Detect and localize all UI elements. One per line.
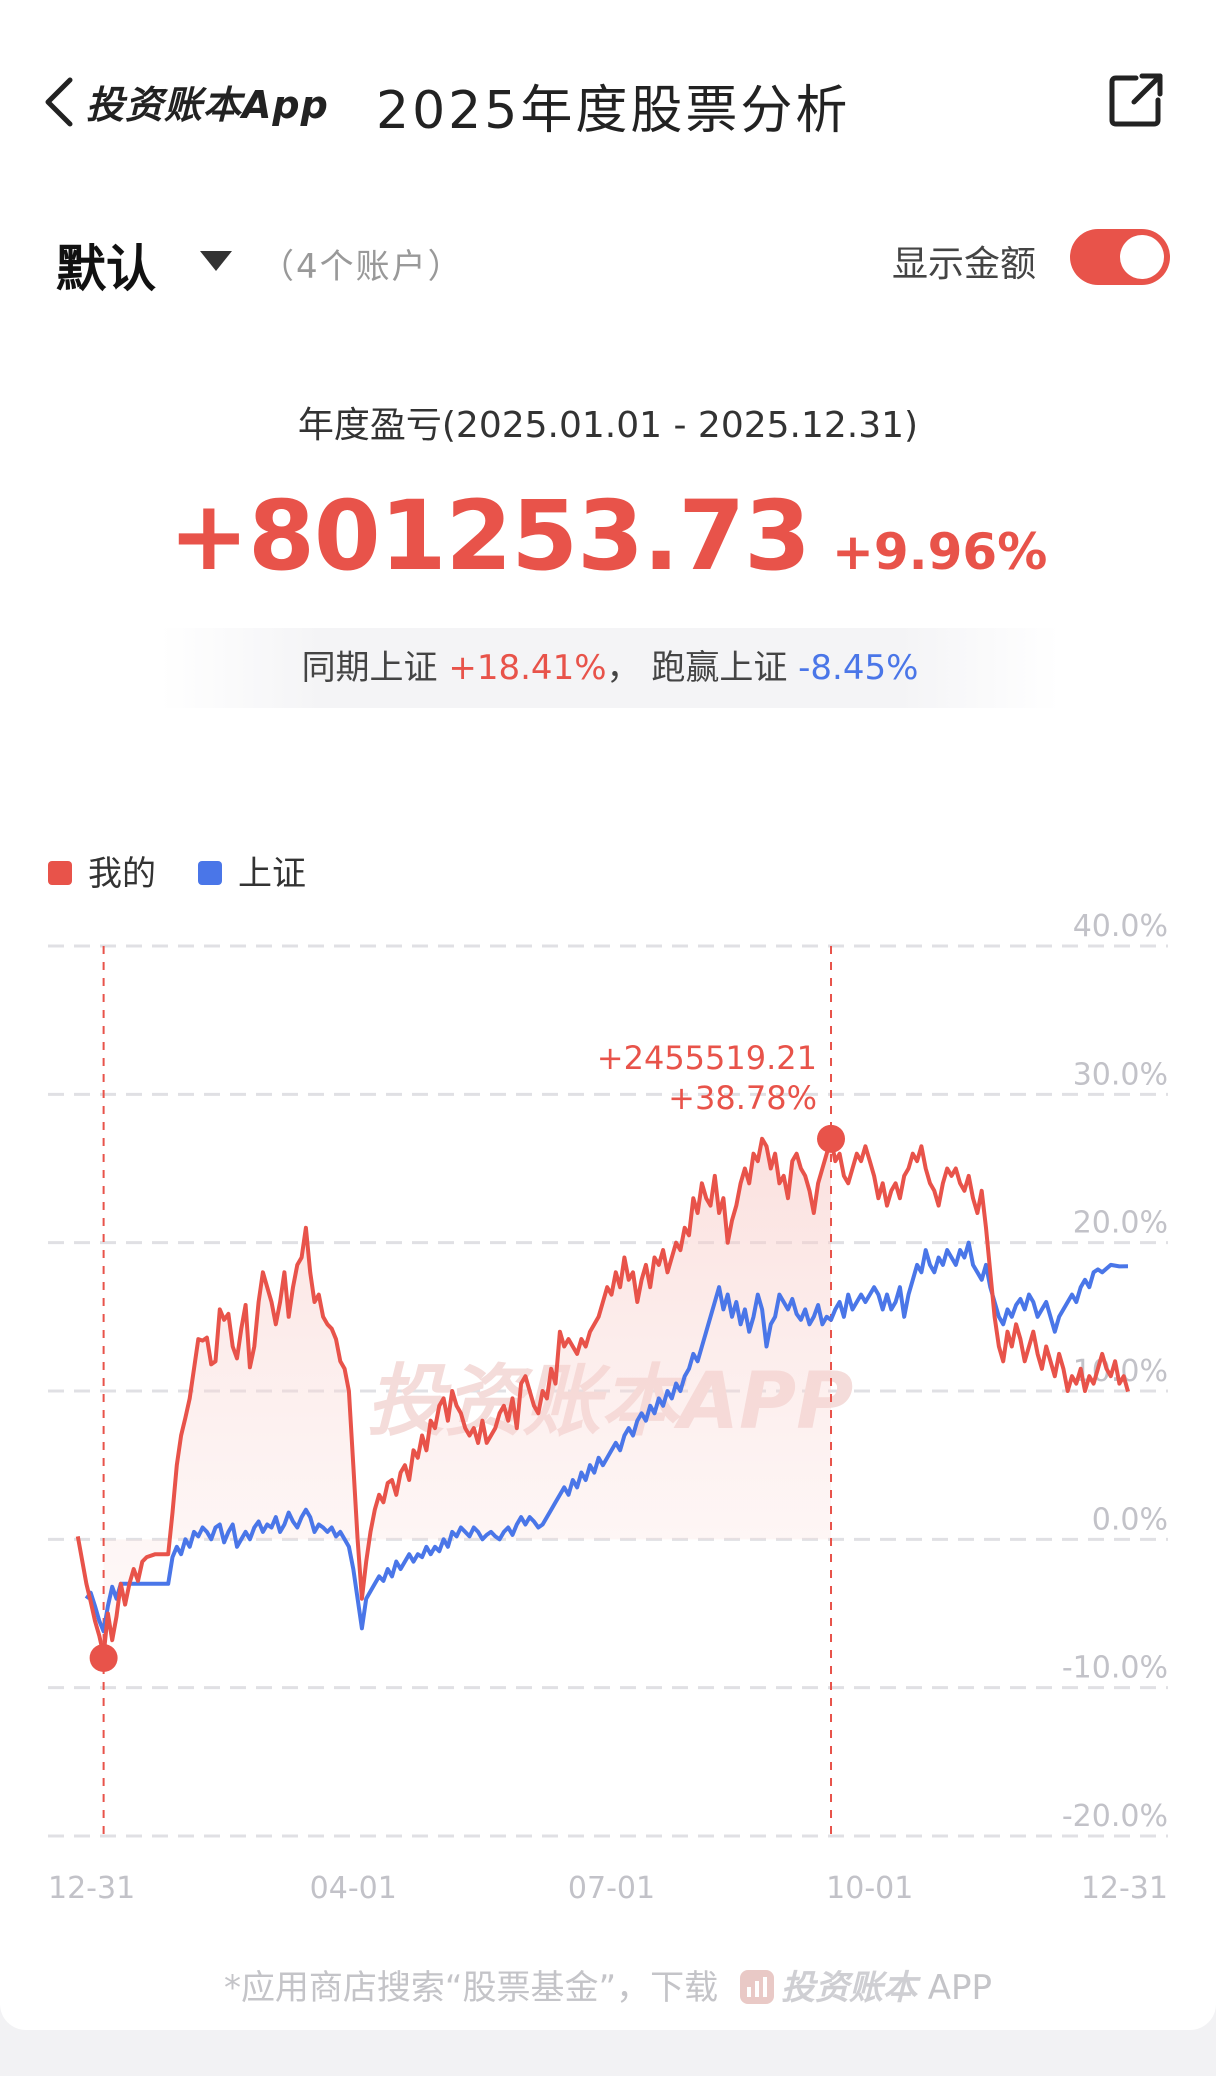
benchmark-comparison: 同期上证 +18.41%， 跑赢上证 -8.45%: [160, 628, 1060, 708]
account-count: （4个账户）: [260, 247, 464, 287]
top-nav-bar: 投资账本App 2025年度股票分析: [0, 60, 1216, 141]
legend-swatch-index: [198, 860, 222, 885]
annual-pnl: +801253.73 +9.96%: [0, 480, 1216, 592]
y-tick-label: 30.0%: [1073, 1057, 1168, 1092]
account-selector-row: 默认 （4个账户） 显示金额: [0, 225, 1216, 298]
footer-suffix: APP: [916, 1968, 993, 2008]
y-tick-label: 20.0%: [1073, 1206, 1168, 1241]
return-chart[interactable]: 40.0%30.0%20.0%10.0%0.0%-10.0%-20.0%投资账本…: [0, 900, 1216, 1920]
y-tick-label: 40.0%: [1073, 909, 1168, 944]
max-point-marker: [817, 1124, 846, 1153]
y-tick-label: 0.0%: [1092, 1502, 1168, 1537]
x-tick-label: 04-01: [310, 1871, 397, 1906]
beat-label: 跑赢上证: [651, 648, 788, 688]
period-label: 年度盈亏(2025.01.01 - 2025.12.31): [297, 405, 919, 446]
analysis-card: 投资账本App 2025年度股票分析 默认 （4个账户） 显示金额 年度盈亏(2…: [0, 0, 1216, 2030]
compare-prefix: 同期上证: [301, 648, 438, 688]
pnl-amount: +801253.73: [168, 480, 811, 592]
toggle-knob: [1120, 235, 1164, 279]
page-title: 2025年度股票分析: [376, 81, 851, 141]
legend-swatch-mine: [48, 860, 72, 885]
pnl-percent: +9.96%: [831, 523, 1048, 581]
footer-text: *应用商店搜索“股票基金”，下载: [223, 1968, 719, 2008]
beat-value: -8.45%: [798, 648, 919, 688]
caret-down-icon[interactable]: [198, 247, 234, 275]
chart-canvas[interactable]: 40.0%30.0%20.0%10.0%0.0%-10.0%-20.0%投资账本…: [0, 900, 1216, 1920]
series-line-index: [84, 1240, 1129, 1634]
annotation-amount: +2455519.21: [597, 1039, 817, 1077]
account-selector[interactable]: 默认: [56, 240, 156, 298]
min-point-marker: [89, 1644, 118, 1672]
x-tick-label: 07-01: [568, 1871, 655, 1906]
y-tick-label: -10.0%: [1062, 1651, 1168, 1686]
compare-separator: ，: [606, 648, 641, 688]
y-tick-label: -20.0%: [1062, 1799, 1168, 1834]
annotation-percent: +38.78%: [668, 1079, 817, 1117]
app-logo-icon: [739, 1969, 774, 2004]
legend-item-mine[interactable]: 我的: [48, 846, 156, 895]
share-icon[interactable]: [1106, 70, 1166, 130]
x-tick-label: 12-31: [48, 1871, 135, 1906]
x-tick-label: 10-01: [826, 1871, 913, 1906]
x-tick-label: 12-31: [1081, 1871, 1168, 1906]
footer-promo: *应用商店搜索“股票基金”，下载 投资账本 APP: [0, 1960, 1216, 2009]
legend-item-index[interactable]: 上证: [198, 846, 306, 895]
back-link-label[interactable]: 投资账本App: [86, 83, 329, 127]
chevron-left-icon[interactable]: [40, 74, 80, 130]
legend-label-mine: 我的: [88, 854, 156, 894]
legend-label-index: 上证: [238, 854, 306, 894]
footer-brand: 投资账本: [780, 1968, 917, 2008]
series-line-mine: [75, 1136, 1130, 1657]
show-amount-toggle[interactable]: [1070, 229, 1170, 285]
index-return: +18.41%: [448, 648, 607, 688]
show-amount-label: 显示金额: [892, 244, 1037, 285]
